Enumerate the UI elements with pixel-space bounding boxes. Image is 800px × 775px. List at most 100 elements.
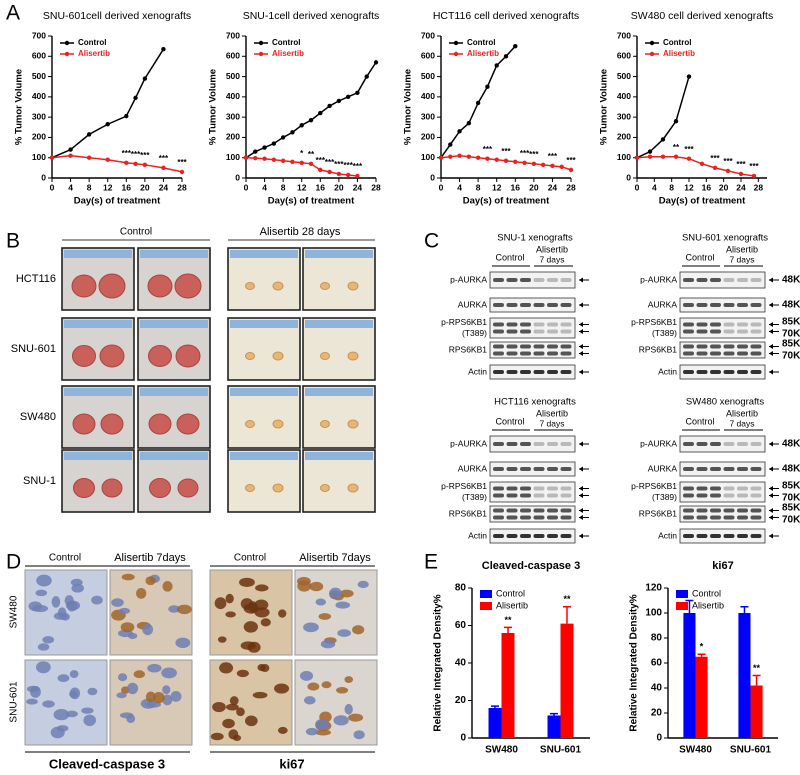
kd-label: 70KD bbox=[782, 329, 800, 340]
blot-band bbox=[710, 442, 721, 446]
y-tick-label: 60 bbox=[651, 658, 663, 669]
nucleus bbox=[243, 603, 259, 614]
legend-swatch bbox=[676, 590, 688, 598]
data-point bbox=[373, 60, 379, 65]
blot-band bbox=[547, 322, 558, 327]
data-point bbox=[124, 113, 129, 119]
blot-strip bbox=[489, 505, 576, 523]
nucleus bbox=[315, 719, 330, 731]
legend-label: Alisertib bbox=[496, 600, 528, 610]
photo bbox=[137, 385, 211, 449]
nucleus bbox=[348, 713, 364, 722]
blot-band bbox=[696, 515, 708, 520]
significance: ** bbox=[504, 615, 512, 625]
nucleus bbox=[303, 622, 319, 633]
error-bar bbox=[491, 705, 500, 708]
blot-band bbox=[696, 370, 708, 374]
group-label: Alisertib bbox=[536, 408, 568, 418]
arrow-head bbox=[579, 344, 583, 349]
y-tick-label: 700 bbox=[421, 30, 435, 40]
error-bar bbox=[740, 606, 749, 613]
nucleus bbox=[117, 673, 128, 682]
data-point bbox=[503, 158, 509, 163]
x-tick-label: SW480 bbox=[485, 745, 518, 756]
blot-row-label: AURKA bbox=[648, 463, 678, 473]
blot-band bbox=[710, 303, 721, 307]
significance: *** bbox=[723, 157, 733, 166]
kd-label: 85KD bbox=[782, 339, 800, 350]
blot-band bbox=[493, 329, 504, 334]
blot-band bbox=[723, 486, 735, 491]
tumor bbox=[72, 413, 96, 435]
x-axis-label: Day(s) of treatment bbox=[74, 196, 161, 207]
x-tick-label: 28 bbox=[566, 182, 576, 192]
tumor bbox=[148, 345, 172, 367]
data-point bbox=[568, 167, 574, 173]
blot-band bbox=[683, 278, 694, 282]
nucleus bbox=[278, 609, 287, 618]
blot-band bbox=[533, 278, 545, 282]
data-point bbox=[253, 155, 258, 161]
data-point bbox=[105, 122, 110, 127]
blot-band bbox=[506, 329, 518, 334]
blot-band bbox=[560, 351, 572, 356]
nucleus bbox=[304, 696, 316, 705]
significance: *** bbox=[736, 160, 746, 169]
blot-band bbox=[533, 351, 545, 356]
x-tick-label: 28 bbox=[754, 182, 764, 192]
y-tick-label: 0 bbox=[430, 172, 435, 182]
group-label: Control bbox=[685, 416, 714, 426]
x-tick-label: 16 bbox=[702, 182, 712, 192]
x-tick-label: 28 bbox=[371, 182, 381, 192]
nucleus bbox=[57, 674, 70, 683]
nucleus bbox=[255, 584, 269, 592]
significance: *** bbox=[131, 150, 141, 159]
tumor bbox=[347, 419, 359, 429]
group-label: 7 days bbox=[539, 254, 564, 264]
y-tick-label: 300 bbox=[421, 111, 435, 121]
arrow-head bbox=[769, 486, 773, 491]
legend-marker bbox=[64, 40, 70, 46]
photo bbox=[302, 449, 376, 513]
blot-strip bbox=[489, 317, 576, 339]
blot-band bbox=[710, 493, 721, 498]
blot-strip bbox=[489, 435, 576, 453]
y-tick-label: 100 bbox=[645, 608, 662, 619]
legend-label: Alisertib bbox=[663, 49, 695, 58]
group-label: Alisertib bbox=[726, 408, 758, 418]
nucleus bbox=[274, 683, 290, 694]
blot-band bbox=[560, 278, 572, 282]
arrow-head bbox=[769, 466, 773, 472]
y-tick-label: 0 bbox=[656, 733, 662, 744]
ruler bbox=[140, 250, 208, 258]
y-axis-label: % Tumor Volume bbox=[599, 69, 610, 145]
data-point bbox=[253, 149, 258, 154]
blot-row-label: Actin bbox=[658, 530, 677, 540]
legend-label: Alisertib bbox=[467, 49, 499, 58]
nucleus bbox=[232, 734, 242, 741]
blot-band bbox=[547, 303, 558, 307]
nucleus bbox=[28, 601, 42, 612]
data-point bbox=[345, 172, 351, 178]
arrow-head bbox=[579, 486, 583, 491]
data-point bbox=[327, 169, 332, 175]
blot-band bbox=[547, 486, 558, 491]
legend-swatch bbox=[676, 602, 688, 610]
ruler bbox=[305, 452, 373, 460]
legend-marker bbox=[453, 40, 459, 46]
blot-band bbox=[493, 344, 504, 349]
blot-row-label: (T389) bbox=[652, 328, 677, 338]
significance: *** bbox=[566, 156, 576, 165]
nucleus bbox=[353, 730, 365, 740]
nucleus bbox=[247, 641, 261, 653]
nucleus bbox=[236, 707, 245, 717]
bar bbox=[683, 613, 696, 738]
y-tick-label: 40 bbox=[651, 683, 663, 694]
significance: *** bbox=[501, 147, 511, 156]
blot-band bbox=[547, 467, 558, 471]
x-tick-label: 0 bbox=[635, 182, 640, 192]
ruler bbox=[230, 452, 298, 460]
data-point bbox=[448, 154, 453, 159]
blot-band bbox=[723, 493, 735, 498]
y-tick-label: 200 bbox=[32, 132, 46, 142]
